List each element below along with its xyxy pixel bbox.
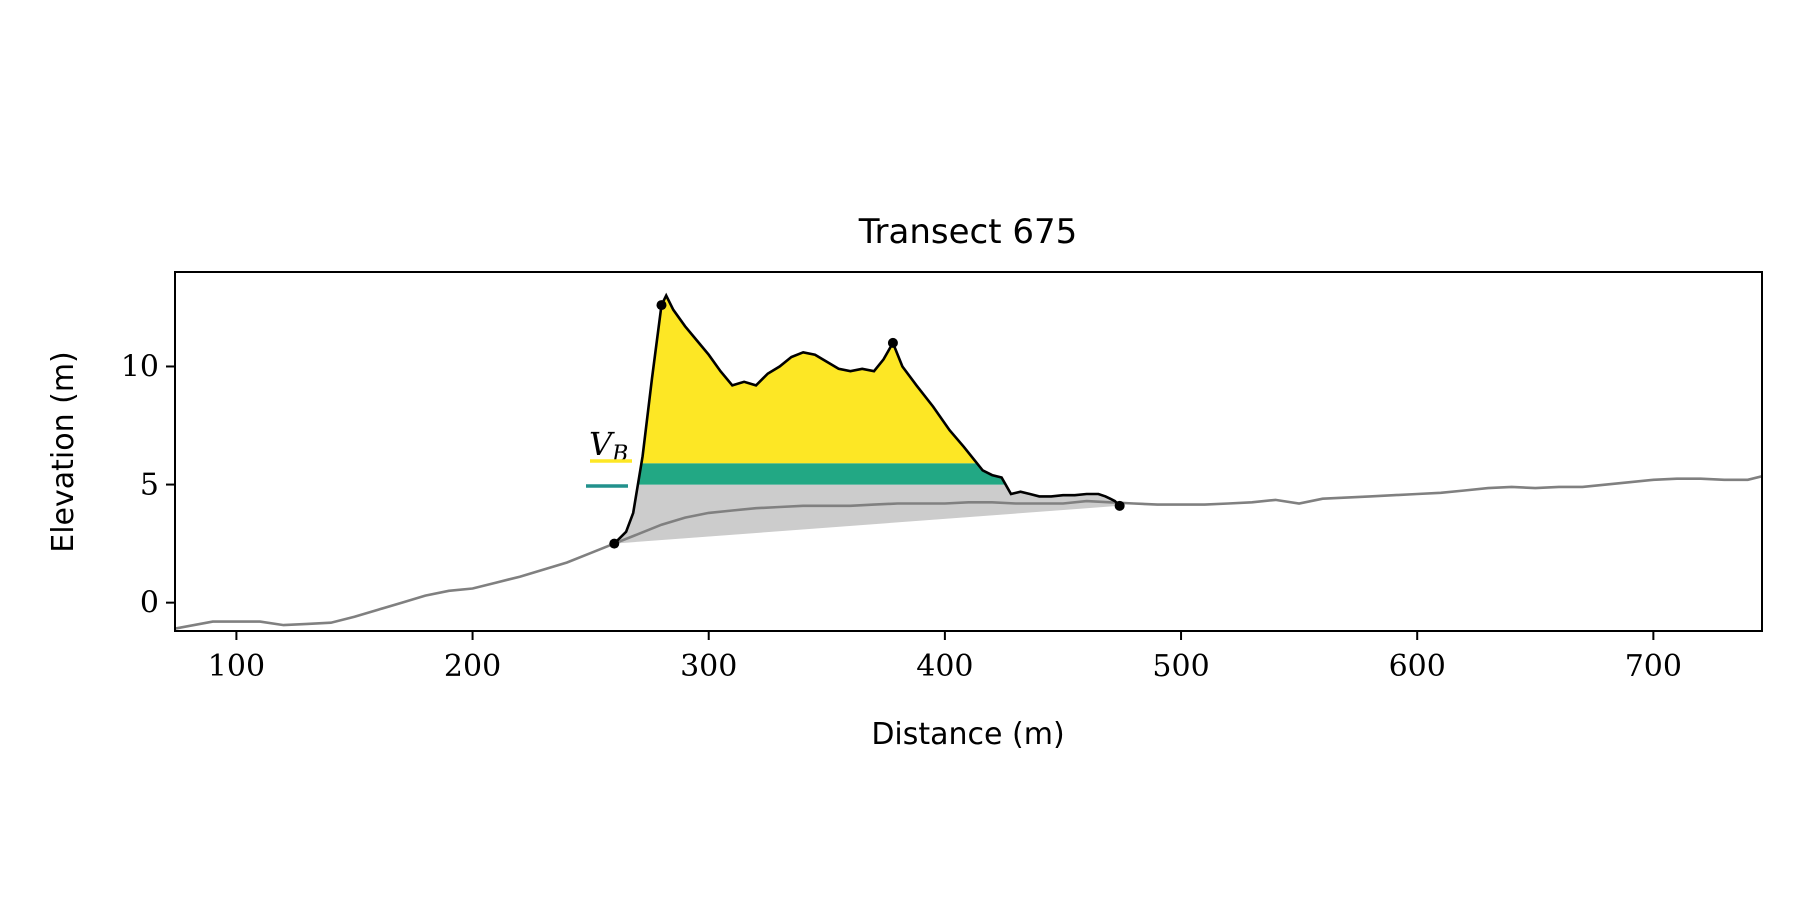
legend: VB (586, 425, 632, 488)
x-axis-label: Distance (m) (871, 717, 1064, 752)
profile-marker-1 (656, 300, 667, 311)
x-tick-label-200: 200 (444, 649, 501, 684)
y-tick-label-0: 0 (140, 586, 159, 621)
x-tick-label-600: 600 (1389, 649, 1446, 684)
y-tick-label-5: 5 (140, 468, 159, 503)
x-axis: 100 200 300 400 500 600 700 (208, 631, 1682, 684)
profile-marker-2 (887, 337, 898, 348)
x-tick-label-400: 400 (916, 649, 973, 684)
background-profile-line (175, 475, 1762, 630)
volume-band-area (637, 463, 1006, 485)
x-tick-label-100: 100 (208, 649, 265, 684)
profile-marker-3 (1114, 500, 1125, 511)
dune-profile-line (613, 292, 1121, 545)
x-tick-label-700: 700 (1625, 649, 1682, 684)
y-tick-label-10: 10 (121, 349, 159, 384)
y-axis-label: Elevation (m) (46, 351, 81, 553)
volume-below-band-area (614, 484, 1120, 544)
volume-above-level-area (641, 295, 977, 464)
x-tick-label-300: 300 (680, 649, 737, 684)
y-axis: 0 5 10 (121, 349, 175, 621)
plot-area (175, 292, 1762, 630)
chart-title: Transect 675 (858, 212, 1078, 252)
x-tick-label-500: 500 (1152, 649, 1209, 684)
plot-frame (174, 271, 1763, 632)
profile-marker-0 (609, 538, 620, 549)
